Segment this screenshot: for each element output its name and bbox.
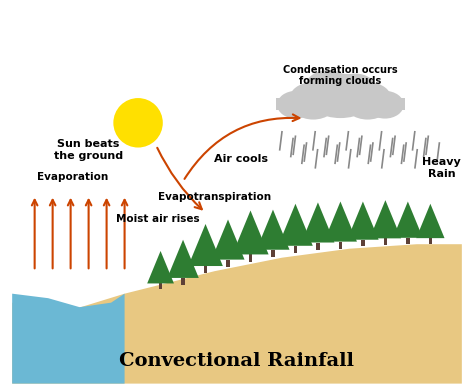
Polygon shape	[147, 251, 174, 283]
Polygon shape	[232, 211, 269, 254]
Text: Heavy
Rain: Heavy Rain	[422, 157, 461, 179]
Ellipse shape	[306, 74, 375, 118]
Ellipse shape	[306, 70, 350, 102]
Polygon shape	[159, 283, 163, 289]
Polygon shape	[347, 201, 379, 240]
Polygon shape	[226, 259, 230, 267]
Polygon shape	[271, 250, 275, 257]
Polygon shape	[393, 201, 423, 238]
Text: Evaporation: Evaporation	[37, 172, 108, 182]
Polygon shape	[188, 224, 223, 266]
Ellipse shape	[289, 82, 338, 120]
Polygon shape	[370, 200, 401, 238]
Ellipse shape	[366, 91, 404, 119]
Circle shape	[113, 98, 163, 147]
Text: Air cools: Air cools	[215, 154, 268, 164]
Polygon shape	[256, 209, 290, 250]
Polygon shape	[181, 278, 185, 285]
Polygon shape	[324, 201, 357, 242]
Text: Moist air rises: Moist air rises	[116, 214, 199, 224]
Polygon shape	[383, 238, 387, 245]
Polygon shape	[249, 254, 252, 262]
Polygon shape	[204, 266, 207, 273]
Polygon shape	[211, 219, 245, 259]
Polygon shape	[276, 98, 405, 110]
Text: Sun beats
the ground: Sun beats the ground	[54, 139, 123, 161]
Polygon shape	[278, 204, 313, 246]
Polygon shape	[316, 243, 320, 249]
Polygon shape	[416, 204, 445, 238]
Polygon shape	[406, 238, 410, 244]
Polygon shape	[167, 240, 199, 278]
Ellipse shape	[277, 91, 315, 119]
Text: Convectional Rainfall: Convectional Rainfall	[119, 352, 355, 370]
Ellipse shape	[335, 74, 376, 103]
Polygon shape	[338, 242, 342, 249]
Polygon shape	[12, 294, 125, 383]
Polygon shape	[428, 238, 432, 244]
Text: Evapotranspiration: Evapotranspiration	[158, 192, 271, 202]
Polygon shape	[361, 240, 365, 246]
Polygon shape	[294, 246, 297, 253]
Polygon shape	[12, 244, 462, 383]
Ellipse shape	[343, 82, 392, 120]
Polygon shape	[301, 203, 335, 243]
Text: Condensation occurs
forming clouds: Condensation occurs forming clouds	[283, 65, 398, 86]
